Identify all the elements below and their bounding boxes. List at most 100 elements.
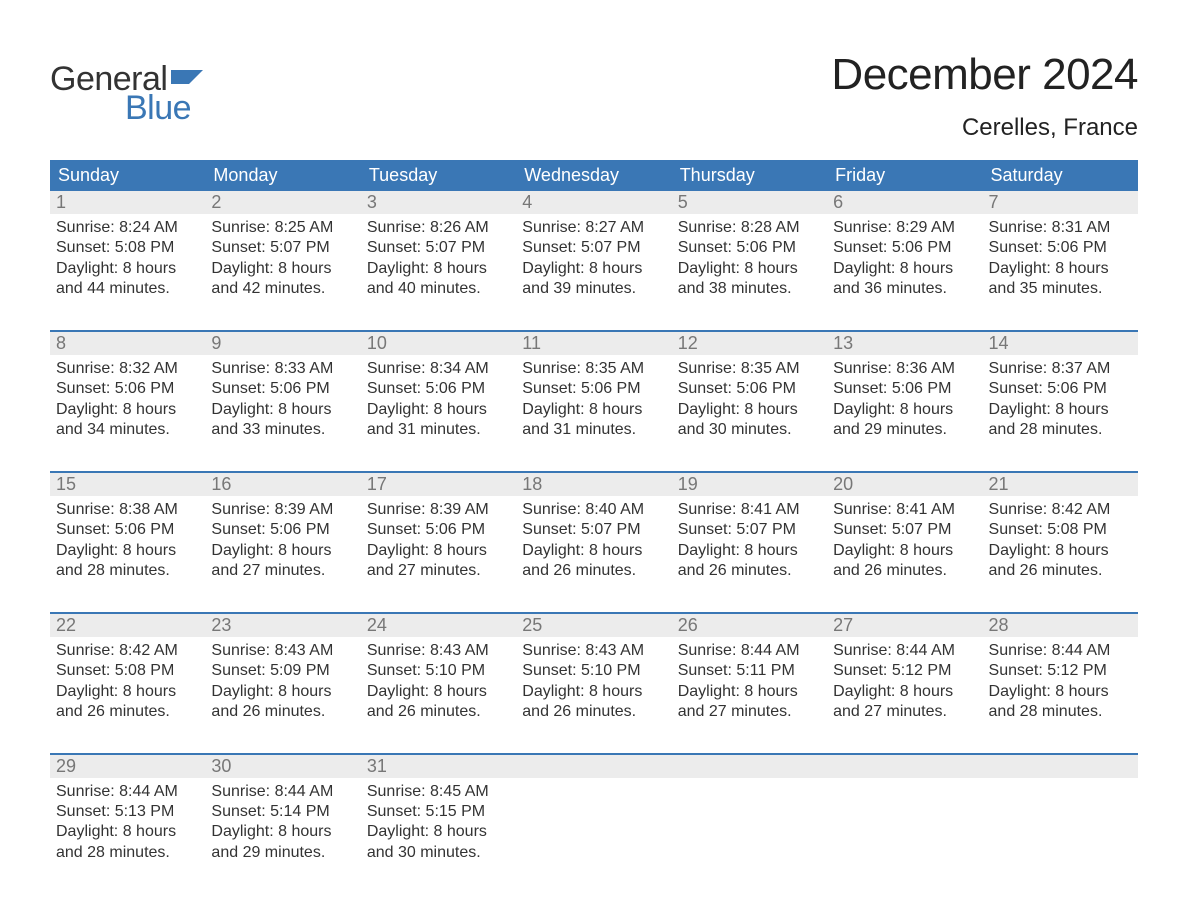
- day-number: 12: [672, 332, 827, 355]
- detail-row: Sunrise: 8:38 AM Sunset: 5:06 PM Dayligh…: [50, 496, 1138, 612]
- sunrise-text: Sunrise: 8:37 AM: [989, 359, 1132, 379]
- day-details: Sunrise: 8:42 AM Sunset: 5:08 PM Dayligh…: [983, 496, 1138, 612]
- sunset-text: Sunset: 5:06 PM: [522, 379, 665, 399]
- daylight-text: and 36 minutes.: [833, 279, 976, 299]
- daylight-text: and 26 minutes.: [522, 702, 665, 722]
- sunset-text: Sunset: 5:06 PM: [367, 520, 510, 540]
- dow-tuesday: Tuesday: [361, 160, 516, 191]
- sunset-text: Sunset: 5:06 PM: [56, 379, 199, 399]
- day-details: Sunrise: 8:39 AM Sunset: 5:06 PM Dayligh…: [361, 496, 516, 612]
- sunset-text: Sunset: 5:07 PM: [833, 520, 976, 540]
- day-number: 9: [205, 332, 360, 355]
- day-details: Sunrise: 8:44 AM Sunset: 5:11 PM Dayligh…: [672, 637, 827, 753]
- daylight-text: and 30 minutes.: [678, 420, 821, 440]
- day-number: 21: [983, 473, 1138, 496]
- daylight-text: and 26 minutes.: [522, 561, 665, 581]
- title-location: Cerelles, France: [831, 114, 1138, 142]
- sunrise-text: Sunrise: 8:40 AM: [522, 500, 665, 520]
- day-details: Sunrise: 8:36 AM Sunset: 5:06 PM Dayligh…: [827, 355, 982, 471]
- daylight-text: and 27 minutes.: [367, 561, 510, 581]
- daynum-row: 29 30 31: [50, 755, 1138, 778]
- day-number: 16: [205, 473, 360, 496]
- day-details: [827, 778, 982, 894]
- logo-text-blue: Blue: [125, 89, 203, 128]
- sunrise-text: Sunrise: 8:24 AM: [56, 218, 199, 238]
- page-header: General Blue December 2024 Cerelles, Fra…: [50, 30, 1138, 142]
- detail-row: Sunrise: 8:24 AM Sunset: 5:08 PM Dayligh…: [50, 214, 1138, 330]
- day-details: Sunrise: 8:34 AM Sunset: 5:06 PM Dayligh…: [361, 355, 516, 471]
- day-number: 26: [672, 614, 827, 637]
- daylight-text: Daylight: 8 hours: [56, 822, 199, 842]
- daynum-row: 22 23 24 25 26 27 28: [50, 614, 1138, 637]
- daylight-text: and 26 minutes.: [367, 702, 510, 722]
- sunrise-text: Sunrise: 8:35 AM: [522, 359, 665, 379]
- sunrise-text: Sunrise: 8:36 AM: [833, 359, 976, 379]
- daylight-text: Daylight: 8 hours: [522, 541, 665, 561]
- day-number: 4: [516, 191, 671, 214]
- sunset-text: Sunset: 5:08 PM: [989, 520, 1132, 540]
- day-number: [516, 755, 671, 778]
- daylight-text: Daylight: 8 hours: [678, 259, 821, 279]
- day-number: 3: [361, 191, 516, 214]
- sunrise-text: Sunrise: 8:29 AM: [833, 218, 976, 238]
- daylight-text: Daylight: 8 hours: [211, 682, 354, 702]
- daylight-text: and 27 minutes.: [833, 702, 976, 722]
- daylight-text: and 26 minutes.: [211, 702, 354, 722]
- day-number: 8: [50, 332, 205, 355]
- sunrise-text: Sunrise: 8:44 AM: [211, 782, 354, 802]
- dow-wednesday: Wednesday: [516, 160, 671, 191]
- daylight-text: Daylight: 8 hours: [522, 682, 665, 702]
- sunrise-text: Sunrise: 8:25 AM: [211, 218, 354, 238]
- week-row: 29 30 31 Sunrise: 8:44 AM Sunset: 5:13 P…: [50, 753, 1138, 894]
- daylight-text: and 26 minutes.: [678, 561, 821, 581]
- sunset-text: Sunset: 5:08 PM: [56, 238, 199, 258]
- sunset-text: Sunset: 5:06 PM: [56, 520, 199, 540]
- sunset-text: Sunset: 5:12 PM: [989, 661, 1132, 681]
- brand-logo: General Blue: [50, 60, 203, 128]
- daylight-text: and 28 minutes.: [989, 420, 1132, 440]
- sunrise-text: Sunrise: 8:43 AM: [367, 641, 510, 661]
- daylight-text: Daylight: 8 hours: [678, 400, 821, 420]
- day-details: [983, 778, 1138, 894]
- daylight-text: Daylight: 8 hours: [367, 822, 510, 842]
- daylight-text: Daylight: 8 hours: [367, 541, 510, 561]
- week-row: 8 9 10 11 12 13 14 Sunrise: 8:32 AM Suns…: [50, 330, 1138, 471]
- sunset-text: Sunset: 5:07 PM: [211, 238, 354, 258]
- daylight-text: and 35 minutes.: [989, 279, 1132, 299]
- sunset-text: Sunset: 5:11 PM: [678, 661, 821, 681]
- title-block: December 2024 Cerelles, France: [831, 50, 1138, 142]
- daylight-text: and 28 minutes.: [56, 843, 199, 863]
- daylight-text: Daylight: 8 hours: [989, 259, 1132, 279]
- daylight-text: Daylight: 8 hours: [989, 541, 1132, 561]
- daylight-text: Daylight: 8 hours: [56, 259, 199, 279]
- sunset-text: Sunset: 5:06 PM: [211, 520, 354, 540]
- day-details: Sunrise: 8:43 AM Sunset: 5:09 PM Dayligh…: [205, 637, 360, 753]
- day-number: [827, 755, 982, 778]
- daylight-text: and 28 minutes.: [56, 561, 199, 581]
- sunrise-text: Sunrise: 8:44 AM: [833, 641, 976, 661]
- sunrise-text: Sunrise: 8:41 AM: [833, 500, 976, 520]
- sunset-text: Sunset: 5:07 PM: [522, 238, 665, 258]
- daylight-text: and 31 minutes.: [522, 420, 665, 440]
- daynum-row: 1 2 3 4 5 6 7: [50, 191, 1138, 214]
- sunset-text: Sunset: 5:06 PM: [211, 379, 354, 399]
- day-details: Sunrise: 8:44 AM Sunset: 5:13 PM Dayligh…: [50, 778, 205, 894]
- sunrise-text: Sunrise: 8:43 AM: [522, 641, 665, 661]
- day-details: [516, 778, 671, 894]
- day-number: 23: [205, 614, 360, 637]
- title-month: December 2024: [831, 50, 1138, 100]
- day-details: Sunrise: 8:32 AM Sunset: 5:06 PM Dayligh…: [50, 355, 205, 471]
- sunrise-text: Sunrise: 8:44 AM: [678, 641, 821, 661]
- calendar-grid: Sunday Monday Tuesday Wednesday Thursday…: [50, 160, 1138, 893]
- day-number: 29: [50, 755, 205, 778]
- daylight-text: Daylight: 8 hours: [367, 259, 510, 279]
- day-number: [672, 755, 827, 778]
- sunrise-text: Sunrise: 8:31 AM: [989, 218, 1132, 238]
- daylight-text: Daylight: 8 hours: [833, 400, 976, 420]
- daylight-text: and 38 minutes.: [678, 279, 821, 299]
- day-number: 5: [672, 191, 827, 214]
- day-number: 24: [361, 614, 516, 637]
- day-details: Sunrise: 8:44 AM Sunset: 5:12 PM Dayligh…: [983, 637, 1138, 753]
- day-details: Sunrise: 8:44 AM Sunset: 5:14 PM Dayligh…: [205, 778, 360, 894]
- day-details: Sunrise: 8:41 AM Sunset: 5:07 PM Dayligh…: [672, 496, 827, 612]
